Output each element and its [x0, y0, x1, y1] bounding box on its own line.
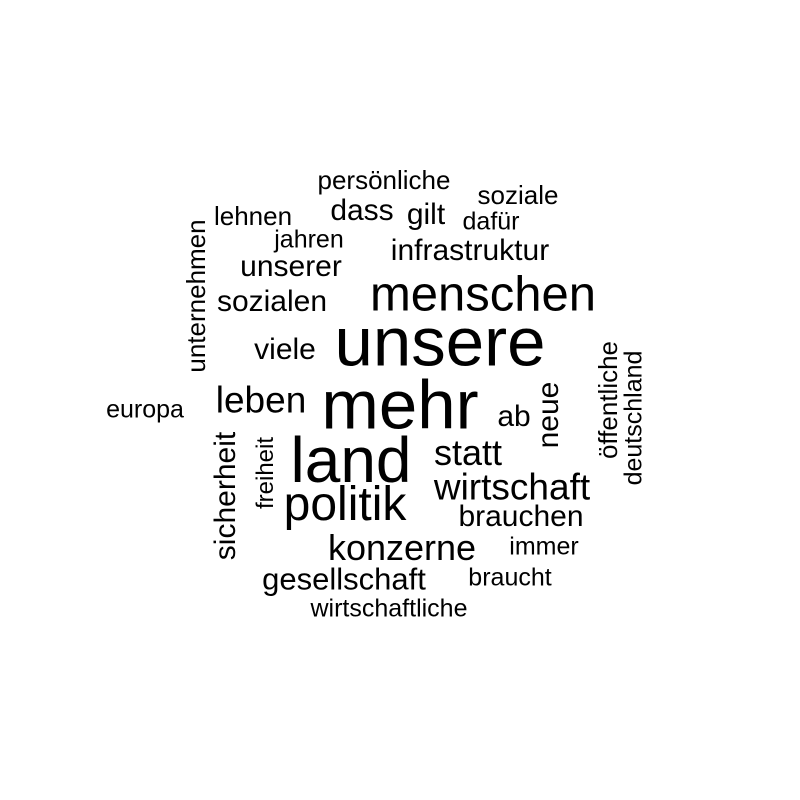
word-politik: politik [283, 478, 407, 531]
word-mehr: mehr [321, 366, 479, 444]
word-gilt: gilt [406, 198, 446, 231]
word-brauchen: brauchen [458, 500, 584, 533]
word-immer: immer [509, 532, 579, 561]
word-ab: ab [497, 400, 531, 433]
word-statt: statt [433, 432, 503, 473]
word-viele: viele [254, 333, 316, 366]
word-oeffentliche: öffentliche [593, 340, 623, 460]
word-menschen: menschen [369, 267, 597, 322]
word-deutschland: deutschland [619, 350, 648, 486]
word-neue: neue [532, 381, 565, 449]
word-leben: leben [215, 379, 307, 421]
word-sicherheit: sicherheit [209, 431, 242, 561]
word-braucht: braucht [468, 563, 552, 592]
word-wirtschaftliche: wirtschaftliche [310, 594, 468, 623]
word-unsere: unsere [334, 303, 546, 381]
word-unternehmen: unternehmen [181, 219, 211, 373]
word-soziale: soziale [477, 180, 559, 210]
word-gesellschaft: gesellschaft [262, 561, 426, 597]
word-dafuer: dafür [462, 207, 520, 236]
word-dass: dass [330, 194, 394, 227]
word-freiheit: freiheit [252, 436, 279, 510]
word-wirtschaft: wirtschaft [433, 466, 591, 508]
word-jahren: jahren [274, 225, 344, 254]
word-unserer: unserer [240, 250, 342, 283]
word-sozialen: sozialen [216, 285, 328, 318]
word-europa: europa [106, 395, 184, 424]
word-lehnen: lehnen [213, 201, 293, 231]
word-land: land [290, 424, 412, 496]
word-persoenliche: persönliche [317, 165, 451, 195]
word-infrastruktur: infrastruktur [390, 234, 550, 267]
word-konzerne: konzerne [327, 527, 477, 568]
